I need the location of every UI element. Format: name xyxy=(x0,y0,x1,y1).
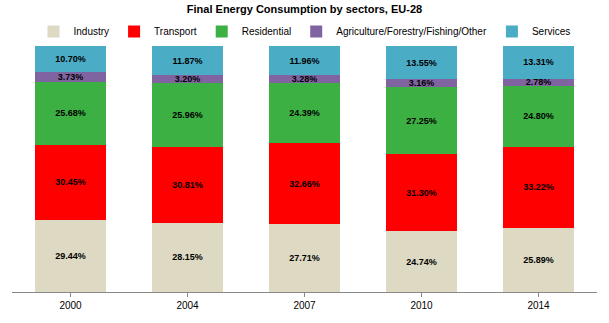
svg-text:30.81%: 30.81% xyxy=(172,180,203,190)
svg-text:3.20%: 3.20% xyxy=(175,74,201,84)
svg-text:27.25%: 27.25% xyxy=(406,116,437,126)
svg-text:13.55%: 13.55% xyxy=(406,58,437,68)
svg-text:10.70%: 10.70% xyxy=(55,54,86,64)
svg-text:13.31%: 13.31% xyxy=(523,57,554,67)
svg-text:24.39%: 24.39% xyxy=(289,108,320,118)
svg-text:27.71%: 27.71% xyxy=(289,253,320,263)
svg-text:2010: 2010 xyxy=(410,300,433,311)
svg-text:25.68%: 25.68% xyxy=(55,108,86,118)
svg-text:Agriculture/Forestry/Fishing/O: Agriculture/Forestry/Fishing/Other xyxy=(336,26,487,37)
svg-text:3.28%: 3.28% xyxy=(292,74,318,84)
svg-text:29.44%: 29.44% xyxy=(55,251,86,261)
svg-text:2007: 2007 xyxy=(293,300,316,311)
svg-text:Final Energy Consumption by se: Final Energy Consumption by sectors, EU-… xyxy=(187,3,422,15)
svg-text:2004: 2004 xyxy=(176,300,199,311)
svg-text:2.78%: 2.78% xyxy=(526,77,552,87)
svg-text:Transport: Transport xyxy=(154,26,197,37)
svg-text:31.30%: 31.30% xyxy=(406,188,437,198)
svg-text:30.45%: 30.45% xyxy=(55,177,86,187)
svg-text:3.73%: 3.73% xyxy=(58,72,84,82)
svg-text:Services: Services xyxy=(532,26,570,37)
svg-text:24.80%: 24.80% xyxy=(523,111,554,121)
svg-text:25.96%: 25.96% xyxy=(172,110,203,120)
svg-text:2014: 2014 xyxy=(527,300,550,311)
svg-text:24.74%: 24.74% xyxy=(406,257,437,267)
svg-text:25.89%: 25.89% xyxy=(523,255,554,265)
svg-text:33.22%: 33.22% xyxy=(523,182,554,192)
svg-text:Residential: Residential xyxy=(242,26,291,37)
svg-text:11.96%: 11.96% xyxy=(289,56,319,66)
svg-text:28.15%: 28.15% xyxy=(172,252,203,262)
svg-text:32.66%: 32.66% xyxy=(289,179,320,189)
svg-text:Industry: Industry xyxy=(74,26,110,37)
svg-text:3.16%: 3.16% xyxy=(409,78,435,88)
svg-text:11.87%: 11.87% xyxy=(172,56,202,66)
svg-text:2000: 2000 xyxy=(59,300,82,311)
